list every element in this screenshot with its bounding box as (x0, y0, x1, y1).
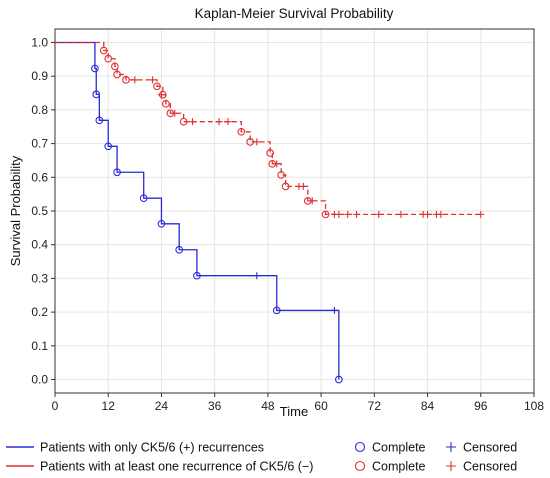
legend-label-1: Patients with at least one recurrence of… (40, 460, 313, 474)
event-marker (277, 171, 286, 179)
event-marker (122, 76, 130, 84)
censor-marker (273, 160, 281, 168)
censor-marker (171, 109, 179, 117)
censor-marker (224, 118, 232, 126)
censor-marker (477, 210, 485, 218)
grid (54, 29, 535, 393)
censor-marker (215, 118, 223, 126)
event-marker (157, 219, 166, 228)
legend-complete-marker-0 (354, 441, 366, 453)
event-marker (95, 116, 104, 125)
censor-marker (344, 210, 352, 218)
legend-censored-marker-0 (446, 442, 456, 452)
event-marker (179, 117, 188, 126)
legend-censored-marker-1 (446, 461, 456, 471)
legend-censored-label-0: Censored (463, 441, 517, 455)
censor-marker (299, 182, 307, 190)
y-tick-label: 0.1 (31, 339, 48, 353)
x-tick-label: 60 (314, 399, 328, 413)
y-tick-label: 0.9 (31, 69, 48, 83)
event-marker (193, 271, 201, 280)
y-tick-label: 0.3 (31, 271, 48, 285)
x-tick-label: 72 (368, 399, 382, 413)
y-tick-label: 0.8 (31, 103, 48, 117)
event-marker (111, 62, 119, 71)
y-tick-label: 0.0 (31, 373, 48, 387)
event-marker (266, 149, 274, 157)
x-tick-label: 48 (261, 399, 275, 413)
chart-title: Kaplan-Meier Survival Probability (195, 6, 394, 21)
x-tick-label: 96 (474, 399, 488, 413)
event-marker (335, 375, 343, 384)
x-tick-label: 0 (52, 399, 59, 413)
censor-marker (397, 210, 405, 218)
x-axis-title: Time (280, 404, 308, 419)
y-tick-label: 0.7 (31, 137, 48, 151)
y-tick-label: 0.4 (31, 238, 48, 252)
x-tick-label: 24 (155, 399, 169, 413)
event-marker (321, 210, 330, 219)
event-marker (104, 54, 113, 63)
series-layer (55, 41, 485, 384)
censor-marker (149, 76, 157, 84)
x-tick-label: 36 (208, 399, 222, 413)
censor-marker (335, 210, 343, 218)
series-0 (55, 41, 343, 384)
event-marker (153, 82, 161, 91)
x-tick-label: 108 (524, 399, 544, 413)
event-marker (104, 142, 113, 151)
censor-marker (353, 210, 361, 218)
event-marker (99, 46, 108, 55)
legend-complete-label-1: Complete (372, 460, 426, 474)
event-marker (92, 90, 101, 99)
x-tick-label: 84 (421, 399, 435, 413)
censor-marker (330, 306, 338, 314)
event-marker (162, 99, 170, 108)
censor-marker (253, 138, 261, 146)
event-marker (237, 127, 246, 136)
censor-marker (188, 118, 196, 126)
censor-marker (375, 210, 383, 218)
event-marker (139, 194, 148, 203)
censor-marker (308, 197, 316, 205)
censor-marker (131, 76, 139, 84)
y-axis-title: Survival Probability (8, 155, 23, 266)
event-marker (175, 245, 184, 254)
event-marker (272, 306, 281, 315)
legend-complete-marker-1 (354, 460, 366, 472)
censor-marker (157, 91, 165, 99)
legend-label-0: Patients with only CK5/6 (+) recurrences (40, 441, 264, 455)
survival-curve-0 (55, 41, 340, 380)
censor-marker (437, 210, 445, 218)
y-tick-label: 0.2 (31, 305, 48, 319)
y-tick-label: 1.0 (31, 35, 48, 49)
legend-censored-label-1: Censored (463, 460, 517, 474)
y-tick-label: 0.6 (31, 170, 48, 184)
event-marker (281, 182, 290, 191)
legend: Patients with only CK5/6 (+) recurrences… (6, 441, 517, 474)
censor-marker (424, 210, 432, 218)
x-tick-label: 12 (102, 399, 116, 413)
y-tick-label: 0.5 (31, 204, 48, 218)
legend-complete-label-0: Complete (372, 441, 426, 455)
axes: 0 12 24 36 48 60 72 84 96 108 0.0 0.1 0.2 0.3 0.4 0.5 0.… (31, 28, 544, 413)
series-1 (55, 41, 485, 219)
event-marker (113, 70, 121, 79)
event-marker (113, 168, 121, 177)
event-marker (91, 64, 99, 73)
censor-marker (253, 272, 261, 280)
